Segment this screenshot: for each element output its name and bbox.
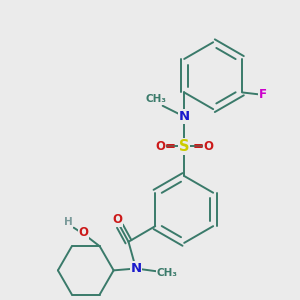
Text: S: S [179,139,190,154]
Text: =: = [165,140,176,153]
Text: CH₃: CH₃ [146,94,167,104]
Text: O: O [112,213,122,226]
Text: H: H [64,217,73,227]
Text: N: N [178,110,190,123]
Text: =: = [192,140,203,153]
Text: O: O [155,140,165,153]
Text: F: F [259,88,267,101]
Text: CH₃: CH₃ [157,268,178,278]
Text: N: N [130,262,142,275]
Text: O: O [78,226,88,239]
Text: O: O [203,140,213,153]
